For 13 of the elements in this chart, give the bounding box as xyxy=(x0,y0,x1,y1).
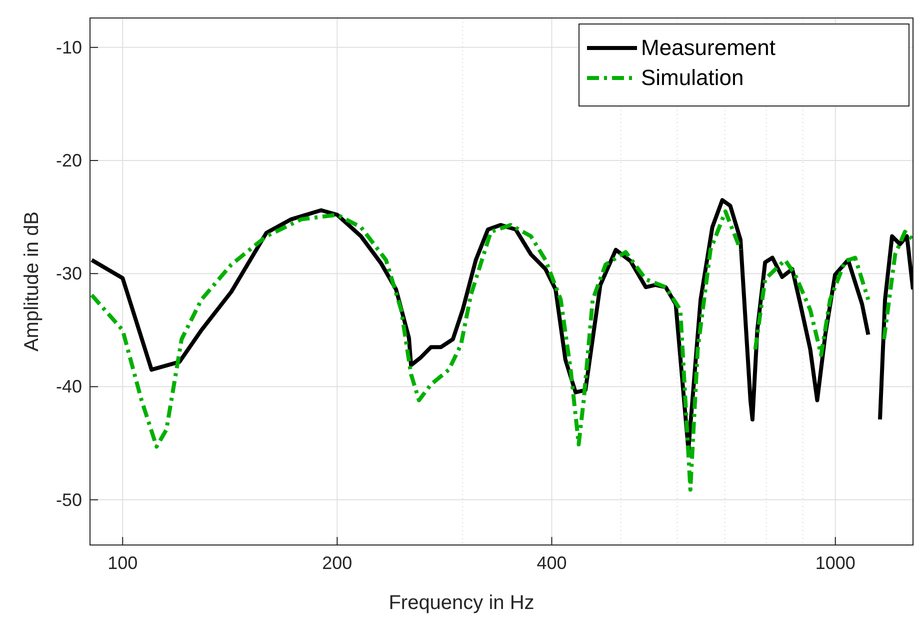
x-axis-title: Frequency in Hz xyxy=(388,592,534,614)
x-tick-label: 1000 xyxy=(815,553,856,573)
x-tick-label: 200 xyxy=(322,553,352,573)
y-tick-label: -40 xyxy=(56,376,82,397)
y-tick-label: -50 xyxy=(56,490,82,510)
y-tick-label: -30 xyxy=(56,264,82,284)
x-tick-label: 100 xyxy=(108,553,138,573)
legend-label: Measurement xyxy=(641,35,776,60)
x-tick-label: 400 xyxy=(536,553,567,573)
y-axis-title: Amplitude in dB xyxy=(21,211,43,352)
legend-label: Simulation xyxy=(641,65,744,90)
y-tick-label: -10 xyxy=(56,37,82,58)
y-tick-label: -20 xyxy=(56,150,82,170)
